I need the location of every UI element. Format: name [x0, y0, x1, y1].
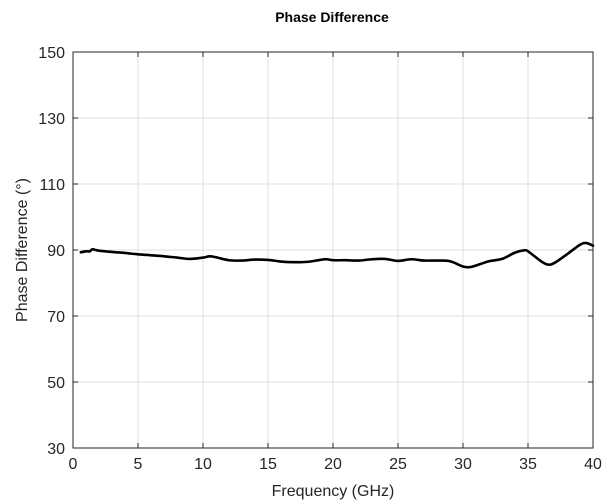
x-tick-labels: 0 5 10 15 20 25 30 35 40: [69, 456, 602, 473]
grid: [73, 52, 593, 448]
x-tick-label: 15: [259, 456, 277, 473]
x-tick-label: 0: [69, 456, 78, 473]
chart-title: Phase Difference: [275, 9, 389, 25]
x-axis-label: Frequency (GHz): [272, 483, 395, 500]
y-tick-label: 70: [47, 309, 65, 326]
x-tick-label: 25: [389, 456, 407, 473]
y-tick-label: 50: [47, 375, 65, 392]
phase-difference-line: [79, 241, 595, 269]
y-axis-label: Phase Difference (°): [14, 178, 31, 322]
y-tick-label: 90: [47, 243, 65, 260]
x-tick-label: 35: [519, 456, 537, 473]
x-tick-label: 5: [134, 456, 143, 473]
x-tick-label: 20: [324, 456, 342, 473]
y-tick-labels: 30 50 70 90 110 130 150: [38, 45, 65, 458]
y-tick-label: 150: [38, 45, 65, 62]
y-tick-label: 30: [47, 441, 65, 458]
x-tick-label: 30: [454, 456, 472, 473]
y-tick-label: 110: [39, 177, 65, 194]
x-tick-label: 40: [584, 456, 602, 473]
tick-marks: [72, 51, 594, 449]
x-tick-label: 10: [194, 456, 212, 473]
y-tick-label: 130: [38, 111, 65, 128]
